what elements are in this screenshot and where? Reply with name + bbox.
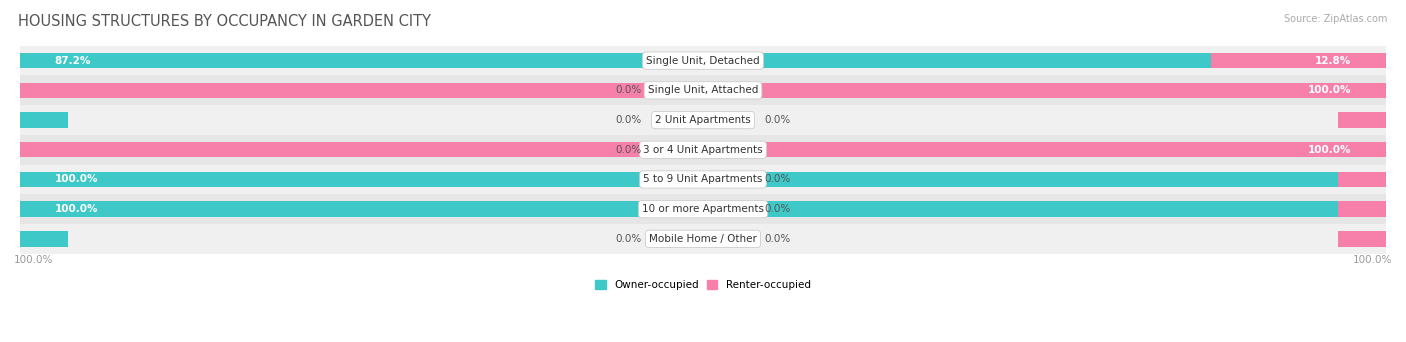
Bar bbox=[21, 165, 1385, 194]
Bar bbox=[21, 83, 69, 98]
Text: 12.8%: 12.8% bbox=[1315, 56, 1351, 66]
Text: Source: ZipAtlas.com: Source: ZipAtlas.com bbox=[1284, 14, 1388, 24]
Text: 100.0%: 100.0% bbox=[1308, 145, 1351, 155]
Bar bbox=[21, 76, 1385, 105]
Text: 100.0%: 100.0% bbox=[55, 204, 98, 214]
Bar bbox=[21, 142, 69, 158]
Bar bbox=[21, 201, 1385, 217]
Bar bbox=[21, 172, 1385, 187]
Text: 0.0%: 0.0% bbox=[616, 234, 641, 244]
Text: 3 or 4 Unit Apartments: 3 or 4 Unit Apartments bbox=[643, 145, 763, 155]
Text: Mobile Home / Other: Mobile Home / Other bbox=[650, 234, 756, 244]
Bar bbox=[1211, 53, 1385, 68]
Text: 87.2%: 87.2% bbox=[55, 56, 91, 66]
Bar bbox=[21, 105, 1385, 135]
Bar bbox=[1337, 172, 1385, 187]
Bar bbox=[1337, 231, 1385, 247]
Text: 100.0%: 100.0% bbox=[1308, 86, 1351, 95]
Text: 5 to 9 Unit Apartments: 5 to 9 Unit Apartments bbox=[644, 174, 762, 184]
Bar bbox=[21, 112, 69, 128]
Bar bbox=[21, 46, 1385, 76]
Bar bbox=[21, 142, 1385, 158]
Legend: Owner-occupied, Renter-occupied: Owner-occupied, Renter-occupied bbox=[591, 276, 815, 294]
Text: 0.0%: 0.0% bbox=[765, 115, 790, 125]
Bar bbox=[21, 53, 1211, 68]
Text: Single Unit, Attached: Single Unit, Attached bbox=[648, 86, 758, 95]
Text: 10 or more Apartments: 10 or more Apartments bbox=[643, 204, 763, 214]
Text: 100.0%: 100.0% bbox=[14, 255, 53, 265]
Text: 0.0%: 0.0% bbox=[616, 115, 641, 125]
Bar bbox=[21, 135, 1385, 165]
Bar bbox=[21, 83, 1385, 98]
Bar bbox=[1337, 201, 1385, 217]
Bar bbox=[21, 194, 1385, 224]
Text: 0.0%: 0.0% bbox=[765, 204, 790, 214]
Text: 2 Unit Apartments: 2 Unit Apartments bbox=[655, 115, 751, 125]
Text: 0.0%: 0.0% bbox=[765, 174, 790, 184]
Text: 100.0%: 100.0% bbox=[55, 174, 98, 184]
Bar bbox=[1337, 112, 1385, 128]
Bar bbox=[21, 224, 1385, 254]
Text: HOUSING STRUCTURES BY OCCUPANCY IN GARDEN CITY: HOUSING STRUCTURES BY OCCUPANCY IN GARDE… bbox=[18, 14, 432, 29]
Text: Single Unit, Detached: Single Unit, Detached bbox=[647, 56, 759, 66]
Bar bbox=[21, 231, 69, 247]
Text: 100.0%: 100.0% bbox=[1353, 255, 1392, 265]
Text: 0.0%: 0.0% bbox=[765, 234, 790, 244]
Text: 0.0%: 0.0% bbox=[616, 86, 641, 95]
Text: 0.0%: 0.0% bbox=[616, 145, 641, 155]
